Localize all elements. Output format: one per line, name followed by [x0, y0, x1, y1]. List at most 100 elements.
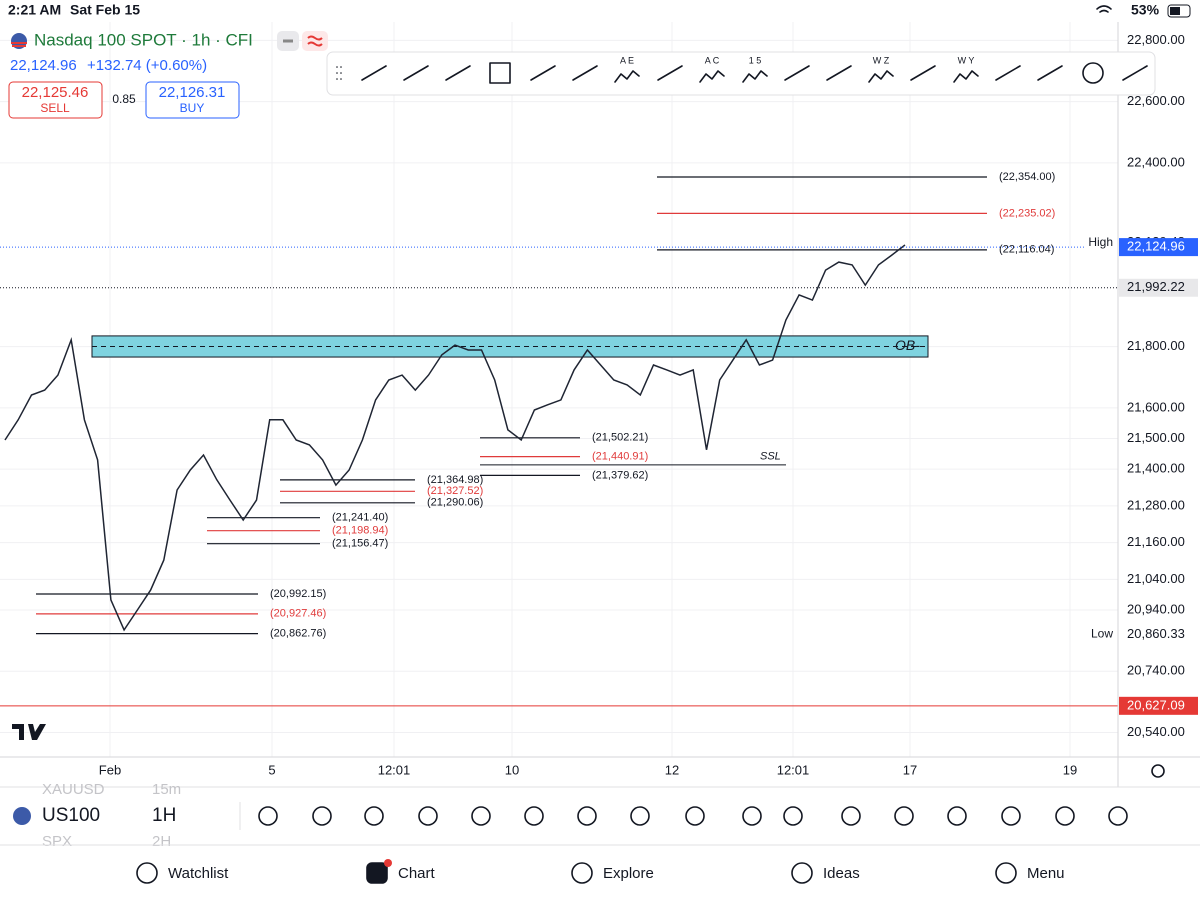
tab-icon[interactable]	[995, 862, 1017, 884]
level-label: (21,290.06)	[427, 497, 483, 509]
tab-label[interactable]: Explore	[603, 865, 654, 882]
tool-icon[interactable]	[403, 65, 429, 81]
toolbar-icon[interactable]	[630, 806, 650, 826]
toolbar-icon[interactable]	[685, 806, 705, 826]
tool-icon[interactable]	[868, 70, 894, 83]
faded-interval: 2H	[152, 833, 171, 850]
sell-price: 22,125.46	[22, 84, 89, 101]
tab-icon[interactable]	[571, 862, 593, 884]
price-tag-name-bg	[1084, 625, 1117, 644]
sell-label: SELL	[40, 101, 70, 115]
faded-symbol: SPX	[42, 833, 72, 850]
drawing-tools: A E A C 1 5 W Z W Y	[336, 55, 1148, 84]
tool-icon[interactable]	[445, 65, 471, 81]
symbol-button[interactable]: US100	[42, 805, 100, 826]
tool-icon[interactable]	[1082, 62, 1104, 84]
toolbar-icon[interactable]	[364, 806, 384, 826]
level-label: (22,354.00)	[999, 171, 1055, 183]
price-tag-label: 20,627.09	[1127, 697, 1185, 712]
tool-label: 1 5	[749, 55, 762, 65]
toolbar-icon[interactable]	[742, 806, 762, 826]
tab-icon[interactable]	[136, 862, 158, 884]
x-tick-label: 10	[505, 762, 519, 777]
toolbar-icon[interactable]	[1001, 806, 1021, 826]
tab-label[interactable]: Chart	[398, 865, 436, 882]
x-tick-label: 12:01	[777, 762, 810, 777]
y-tick-label: 20,940.00	[1127, 601, 1185, 616]
compare-button[interactable]	[302, 31, 328, 51]
tool-icon[interactable]	[657, 65, 683, 81]
y-tick-label: 22,400.00	[1127, 154, 1185, 169]
price-tag	[1119, 696, 1198, 715]
battery-level: 53%	[1131, 2, 1160, 18]
tool-icon[interactable]	[995, 65, 1021, 81]
tool-icon[interactable]	[826, 65, 852, 81]
tool-icon[interactable]	[699, 70, 725, 83]
toolbar-icon[interactable]	[783, 806, 803, 826]
drag-handle	[336, 66, 342, 80]
toolbar-icon[interactable]	[577, 806, 597, 826]
y-tick-label: 22,600.00	[1127, 93, 1185, 108]
level-label: (21,379.62)	[592, 469, 648, 481]
x-tick-label: 19	[1063, 762, 1077, 777]
tool-label: A C	[705, 55, 720, 65]
tool-icon[interactable]	[742, 70, 768, 83]
tab-label[interactable]: Watchlist	[168, 865, 229, 882]
tool-icon[interactable]	[614, 70, 640, 83]
tool-icon[interactable]	[1122, 65, 1148, 81]
tool-icon[interactable]	[530, 65, 556, 81]
toolbar-icon[interactable]	[258, 806, 278, 826]
buy-label: BUY	[180, 101, 205, 115]
level-label: (21,364.98)	[427, 474, 483, 486]
buy-button[interactable]	[145, 81, 240, 119]
toolbar-icon[interactable]	[947, 806, 967, 826]
tab-label[interactable]: Menu	[1027, 865, 1065, 882]
interval-button[interactable]: 1H	[152, 805, 176, 826]
tab-label[interactable]: Ideas	[823, 865, 860, 882]
level-label: (21,156.47)	[332, 538, 388, 550]
y-tick-label: 20,540.00	[1127, 724, 1185, 739]
level-label: (22,235.02)	[999, 207, 1055, 219]
tab-bar: Watchlist Chart Explore Ideas Menu	[136, 859, 1065, 884]
toolbar-icon[interactable]	[1055, 806, 1075, 826]
toolbar-icon[interactable]	[841, 806, 861, 826]
sell-button[interactable]	[8, 81, 103, 119]
tool-icon[interactable]	[953, 70, 979, 83]
flag-stripes	[11, 42, 27, 47]
last-price: 22,124.96	[10, 57, 77, 74]
price-line	[4, 244, 906, 632]
tool-icon[interactable]	[910, 65, 936, 81]
status-time: 2:21 AM	[8, 2, 61, 18]
tool-icon[interactable]	[1037, 65, 1063, 81]
toolbar-icon[interactable]	[1108, 806, 1128, 826]
compare-icon	[307, 35, 323, 47]
y-tick-label: 21,160.00	[1127, 534, 1185, 549]
toolbar-icon[interactable]	[894, 806, 914, 826]
tab-icon[interactable]	[366, 862, 388, 884]
tool-icon[interactable]	[489, 62, 511, 84]
tool-icon[interactable]	[784, 65, 810, 81]
level-label: (20,992.15)	[270, 588, 326, 600]
level-label: (20,862.76)	[270, 628, 326, 640]
toolbar-icon[interactable]	[418, 806, 438, 826]
y-tick-label: 20,740.00	[1127, 663, 1185, 678]
settings-icon[interactable]	[1151, 764, 1165, 778]
wifi-icon	[1096, 5, 1112, 13]
toolbar-icon[interactable]	[524, 806, 544, 826]
y-tick-label: 21,500.00	[1127, 430, 1185, 445]
price-tag	[1119, 238, 1198, 257]
level-label: (22,116.04)	[999, 244, 1054, 256]
y-tick-label: 21,280.00	[1127, 497, 1185, 512]
toolbar-icon[interactable]	[312, 806, 332, 826]
level-label: (20,927.46)	[270, 608, 326, 620]
y-tick-label: 21,040.00	[1127, 571, 1185, 586]
status-date: Sat Feb 15	[70, 2, 140, 18]
axes: Feb 5 12:01 10 12 12:01 17 19 22,800.00 22,600.00…	[99, 32, 1198, 777]
tool-icon[interactable]	[572, 65, 598, 81]
tv-logo	[12, 724, 46, 740]
toolbar-icon[interactable]	[471, 806, 491, 826]
tab-icon[interactable]	[791, 862, 813, 884]
symbol-title[interactable]: Nasdaq 100 SPOT · 1h · CFI	[34, 30, 253, 49]
tool-icon[interactable]	[361, 65, 387, 81]
